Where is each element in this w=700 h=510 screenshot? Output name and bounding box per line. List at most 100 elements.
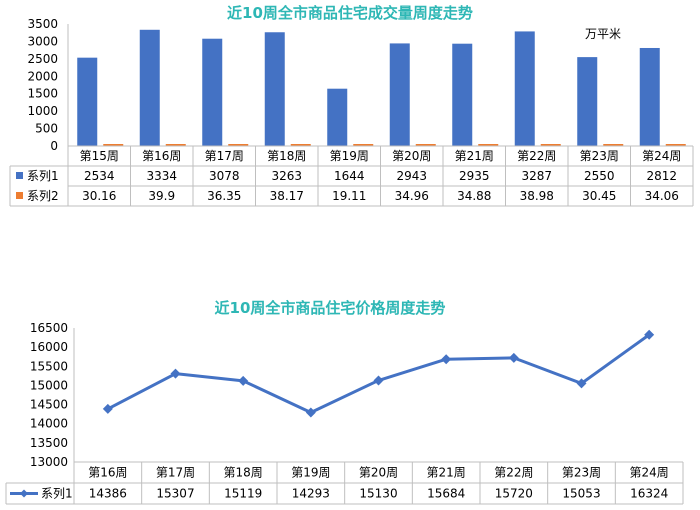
- chart2-y-tick: 14000: [30, 417, 68, 431]
- chart2-title: 近10周全市商品住宅价格周度走势: [215, 299, 446, 317]
- chart1-data-label: 38.98: [520, 189, 554, 203]
- chart1-bar-series1: [389, 43, 410, 146]
- chart1-y-tick: 1000: [27, 104, 58, 118]
- chart2-y-tick: 15000: [30, 378, 68, 392]
- chart1-data-label: 34.06: [645, 189, 679, 203]
- chart1-bar-series1: [639, 47, 660, 146]
- chart2-data-label: 14386: [89, 487, 127, 501]
- chart1-category-label: 第17周: [205, 149, 244, 163]
- chart1-bar-series2: [665, 144, 686, 146]
- chart1-y-tick: 3500: [27, 17, 58, 31]
- chart2-point-marker: [576, 378, 587, 389]
- chart1-data-label: 36.35: [207, 189, 241, 203]
- chart2-category-label: 第18周: [224, 466, 263, 480]
- chart2-point-marker: [373, 375, 384, 386]
- chart1-data-label: 34.96: [395, 189, 429, 203]
- chart1-bar-series1: [452, 43, 473, 146]
- chart1-y-tick: 1500: [27, 87, 58, 101]
- chart2-category-label: 第22周: [494, 466, 533, 480]
- chart2-category-label: 第24周: [630, 466, 669, 480]
- chart2-legend-label: 系列1: [41, 487, 73, 501]
- chart1-bar-series2: [103, 144, 124, 146]
- chart1-y-tick: 2500: [27, 52, 58, 66]
- chart2-category-label: 第17周: [156, 466, 195, 480]
- chart1-y-tick: 3000: [27, 34, 58, 48]
- chart1-data-label: 2943: [396, 169, 427, 183]
- chart2-data-label: 15684: [427, 487, 465, 501]
- chart1-bar-series2: [603, 144, 624, 146]
- chart2-point-marker: [102, 403, 113, 414]
- chart2-data-label: 16324: [630, 487, 668, 501]
- chart1-bar-series2: [290, 144, 311, 146]
- chart1-data-label: 2812: [646, 169, 677, 183]
- chart2-category-label: 第21周: [427, 466, 466, 480]
- chart2-point-marker: [644, 329, 655, 340]
- chart1-bar-series2: [478, 144, 499, 146]
- chart1-category-label: 第22周: [517, 149, 556, 163]
- chart2-point-marker: [508, 352, 519, 363]
- chart1-legend-swatch: [16, 192, 23, 199]
- chart1-data-label: 2534: [84, 169, 115, 183]
- chart2-point-marker: [305, 407, 316, 418]
- chart2-data-label: 14293: [292, 487, 330, 501]
- chart1-legend-label: 系列1: [27, 169, 59, 183]
- chart1-bar-series2: [415, 144, 436, 146]
- chart1-data-label: 30.16: [82, 189, 116, 203]
- chart1-data-label: 38.17: [270, 189, 304, 203]
- chart1-bar-series1: [577, 57, 598, 146]
- chart1-category-label: 第15周: [80, 149, 119, 163]
- chart1-y-tick: 500: [35, 122, 58, 136]
- chart2-category-label: 第16周: [88, 466, 127, 480]
- chart1-category-label: 第24周: [642, 149, 681, 163]
- chart1-data-label: 30.45: [582, 189, 616, 203]
- chart1-unit-label: 万平米: [585, 27, 621, 41]
- chart1-data-label: 2935: [459, 169, 490, 183]
- chart1-legend-label: 系列2: [27, 189, 59, 203]
- chart1-bar-series2: [353, 144, 374, 146]
- chart1-bar-series1: [264, 32, 285, 147]
- chart2-category-label: 第19周: [291, 466, 330, 480]
- chart1-category-label: 第21周: [455, 149, 494, 163]
- chart1-category-label: 第18周: [267, 149, 306, 163]
- chart1-bar-series1: [77, 57, 98, 147]
- chart1-data-label: 39.9: [148, 189, 175, 203]
- chart1-y-tick: 2000: [27, 69, 58, 83]
- chart1-category-label: 第23周: [580, 149, 619, 163]
- chart2-data-label: 15053: [562, 487, 600, 501]
- chart1-bar-series2: [540, 144, 561, 146]
- chart1-data-label: 2550: [584, 169, 615, 183]
- chart2-category-label: 第20周: [359, 466, 398, 480]
- chart2-data-label: 15130: [359, 487, 397, 501]
- chart1-y-tick: 0: [50, 139, 58, 153]
- chart2-point-marker: [170, 368, 181, 379]
- chart2-y-tick: 16000: [30, 340, 68, 354]
- chart1-legend-swatch: [16, 172, 23, 179]
- chart2-legend-marker: [20, 489, 28, 498]
- chart1-data-label: 1644: [334, 169, 365, 183]
- chart1-category-label: 第16周: [142, 149, 181, 163]
- chart1-title: 近10周全市商品住宅成交量周度走势: [227, 4, 473, 22]
- chart2-y-tick: 13000: [30, 455, 68, 469]
- chart2-y-tick: 14500: [30, 398, 68, 412]
- chart2-data-label: 15720: [495, 487, 533, 501]
- chart2-data-label: 15307: [156, 487, 194, 501]
- chart1-bar-series1: [514, 31, 535, 146]
- chart1-data-label: 3287: [521, 169, 552, 183]
- chart2-y-tick: 15500: [30, 359, 68, 373]
- chart2-point-marker: [238, 375, 249, 386]
- chart1-bar-series2: [165, 144, 186, 146]
- chart1-category-label: 第20周: [392, 149, 431, 163]
- chart2-point-marker: [441, 354, 452, 365]
- chart2-series-line: [107, 333, 651, 414]
- chart2-data-label: 15119: [224, 487, 262, 501]
- chart2-y-tick: 13500: [30, 436, 68, 450]
- chart1-data-label: 3263: [271, 169, 302, 183]
- chart2-category-label: 第23周: [562, 466, 601, 480]
- chart1-data-label: 3078: [209, 169, 240, 183]
- chart1-bar-series1: [327, 88, 348, 146]
- chart1-bar-series1: [202, 38, 223, 146]
- chart1-bar-series1: [139, 29, 160, 146]
- chart1-category-label: 第19周: [330, 149, 369, 163]
- chart2-y-tick: 16500: [30, 321, 68, 335]
